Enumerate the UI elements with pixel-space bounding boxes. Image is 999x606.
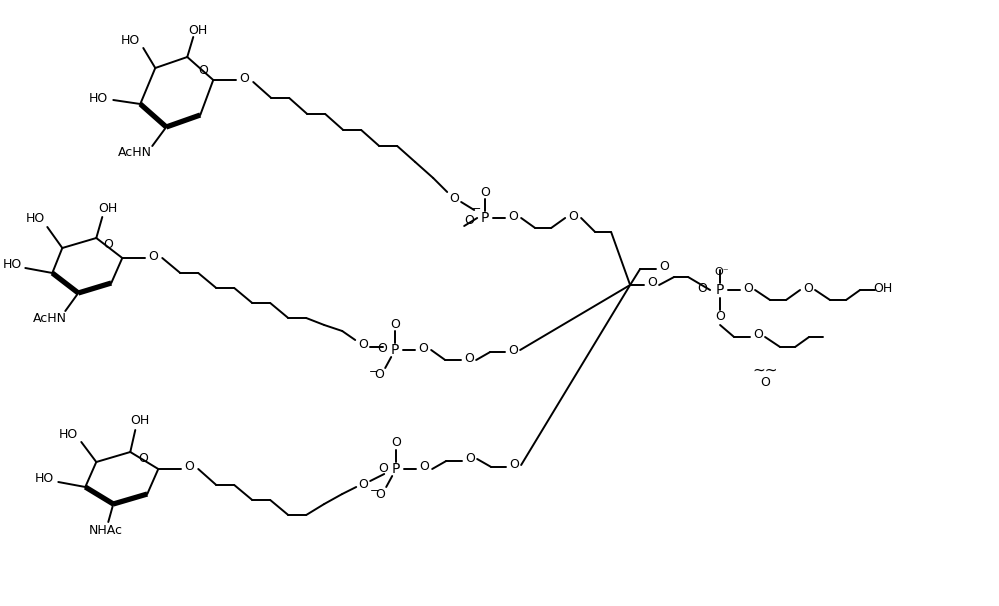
- Text: O: O: [465, 213, 475, 227]
- Text: P: P: [391, 343, 400, 357]
- Text: −: −: [472, 204, 481, 214]
- Text: O: O: [375, 368, 385, 382]
- Text: −: −: [369, 367, 378, 377]
- Text: O: O: [379, 462, 389, 474]
- Text: P: P: [716, 283, 724, 297]
- Text: O: O: [392, 436, 402, 450]
- Text: HO: HO: [35, 473, 54, 485]
- Text: O: O: [753, 328, 763, 342]
- Text: OH: OH: [873, 282, 893, 295]
- Text: OH: OH: [189, 24, 208, 36]
- Text: NHAc: NHAc: [88, 525, 122, 538]
- Text: ~~: ~~: [752, 362, 778, 378]
- Text: O: O: [509, 459, 519, 471]
- Text: O: O: [378, 342, 388, 356]
- Text: O: O: [376, 487, 386, 501]
- Text: O: O: [465, 351, 475, 364]
- Text: O: O: [450, 193, 460, 205]
- Text: O: O: [391, 318, 401, 330]
- Text: O: O: [199, 64, 208, 76]
- Text: HO: HO: [26, 213, 45, 225]
- Text: O: O: [647, 276, 657, 290]
- Text: O: O: [359, 338, 369, 350]
- Text: O: O: [568, 210, 578, 222]
- Text: O: O: [420, 461, 430, 473]
- Text: O: O: [481, 185, 491, 199]
- Text: P: P: [392, 462, 401, 476]
- Text: O: O: [148, 250, 158, 262]
- Text: O: O: [359, 478, 369, 490]
- Text: O: O: [240, 72, 249, 84]
- Text: OH: OH: [99, 202, 118, 215]
- Text: HO: HO: [3, 259, 22, 271]
- Text: −: −: [370, 486, 379, 496]
- Text: OH: OH: [131, 415, 150, 427]
- Text: O: O: [803, 282, 813, 295]
- Text: O: O: [659, 261, 669, 273]
- Text: O: O: [185, 461, 194, 473]
- Text: O: O: [697, 282, 707, 295]
- Text: O: O: [508, 344, 518, 356]
- Text: O: O: [715, 310, 725, 324]
- Text: P: P: [481, 211, 490, 225]
- Text: AcHN: AcHN: [33, 311, 67, 324]
- Text: HO: HO: [121, 35, 140, 47]
- Text: HO: HO: [89, 92, 108, 104]
- Text: O⁻: O⁻: [714, 267, 729, 277]
- Text: O: O: [466, 453, 476, 465]
- Text: O: O: [743, 282, 753, 295]
- Text: O: O: [760, 376, 770, 390]
- Text: O: O: [103, 239, 113, 251]
- Text: O: O: [508, 210, 518, 222]
- Text: O: O: [419, 342, 429, 355]
- Text: HO: HO: [59, 427, 78, 441]
- Text: O: O: [138, 453, 148, 465]
- Text: AcHN: AcHN: [118, 147, 152, 159]
